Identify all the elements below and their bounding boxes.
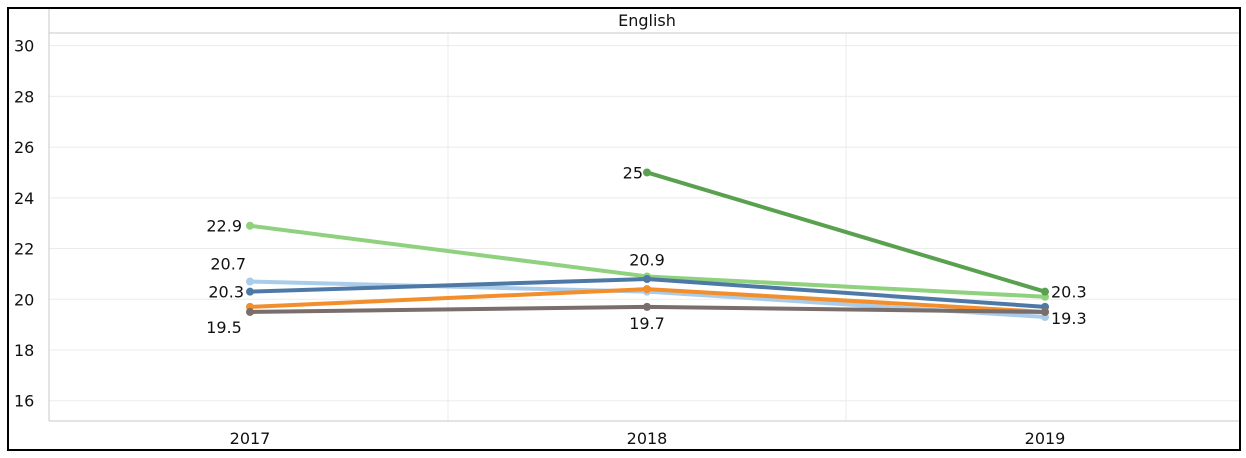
y-tick-label: 22: [14, 240, 34, 259]
data-point: [643, 274, 651, 283]
y-tick-label: 26: [14, 138, 34, 157]
data-label: 22.9: [206, 217, 242, 236]
data-label: 25: [623, 163, 643, 182]
data-label: 19.3: [1051, 309, 1087, 328]
series-line-5: [645, 170, 1047, 294]
x-tick-label: 2017: [230, 429, 271, 448]
y-axis: 16 18 20 22 24 26 28 30: [14, 37, 34, 411]
data-point: [246, 307, 254, 316]
data-label: 19.7: [629, 314, 665, 333]
data-point: [643, 285, 651, 294]
y-tick-label: 20: [14, 290, 34, 309]
data-point: [1041, 307, 1049, 316]
x-tick-label: 2019: [1025, 429, 1066, 448]
panel-frame: [7, 7, 1241, 451]
gridlines: [49, 33, 1239, 421]
data-label: 20.3: [1051, 283, 1087, 302]
y-tick-label: 28: [14, 87, 34, 106]
y-tick-label: 18: [14, 341, 34, 360]
y-tick-label: 30: [14, 37, 34, 56]
data-label: 20.7: [210, 255, 246, 274]
data-labels: 22.9 20.9 20.7 19.3 20.3 19.5 19.7 25 20.3: [206, 163, 1086, 336]
data-label: 20.9: [629, 250, 665, 269]
data-point: [246, 277, 254, 286]
data-point: [246, 221, 254, 230]
y-tick-label: 24: [14, 189, 34, 208]
x-axis: 2017 2018 2019: [230, 429, 1066, 448]
data-point: [643, 302, 651, 311]
data-point: [246, 287, 254, 296]
data-label: 19.5: [206, 318, 242, 337]
series-lines: [246, 168, 1049, 322]
data-label: 20.3: [208, 283, 244, 302]
x-tick-label: 2018: [627, 429, 668, 448]
y-tick-label: 16: [14, 392, 34, 411]
panel-title: English: [618, 11, 676, 30]
data-point: [1041, 287, 1049, 296]
data-point: [643, 168, 651, 177]
